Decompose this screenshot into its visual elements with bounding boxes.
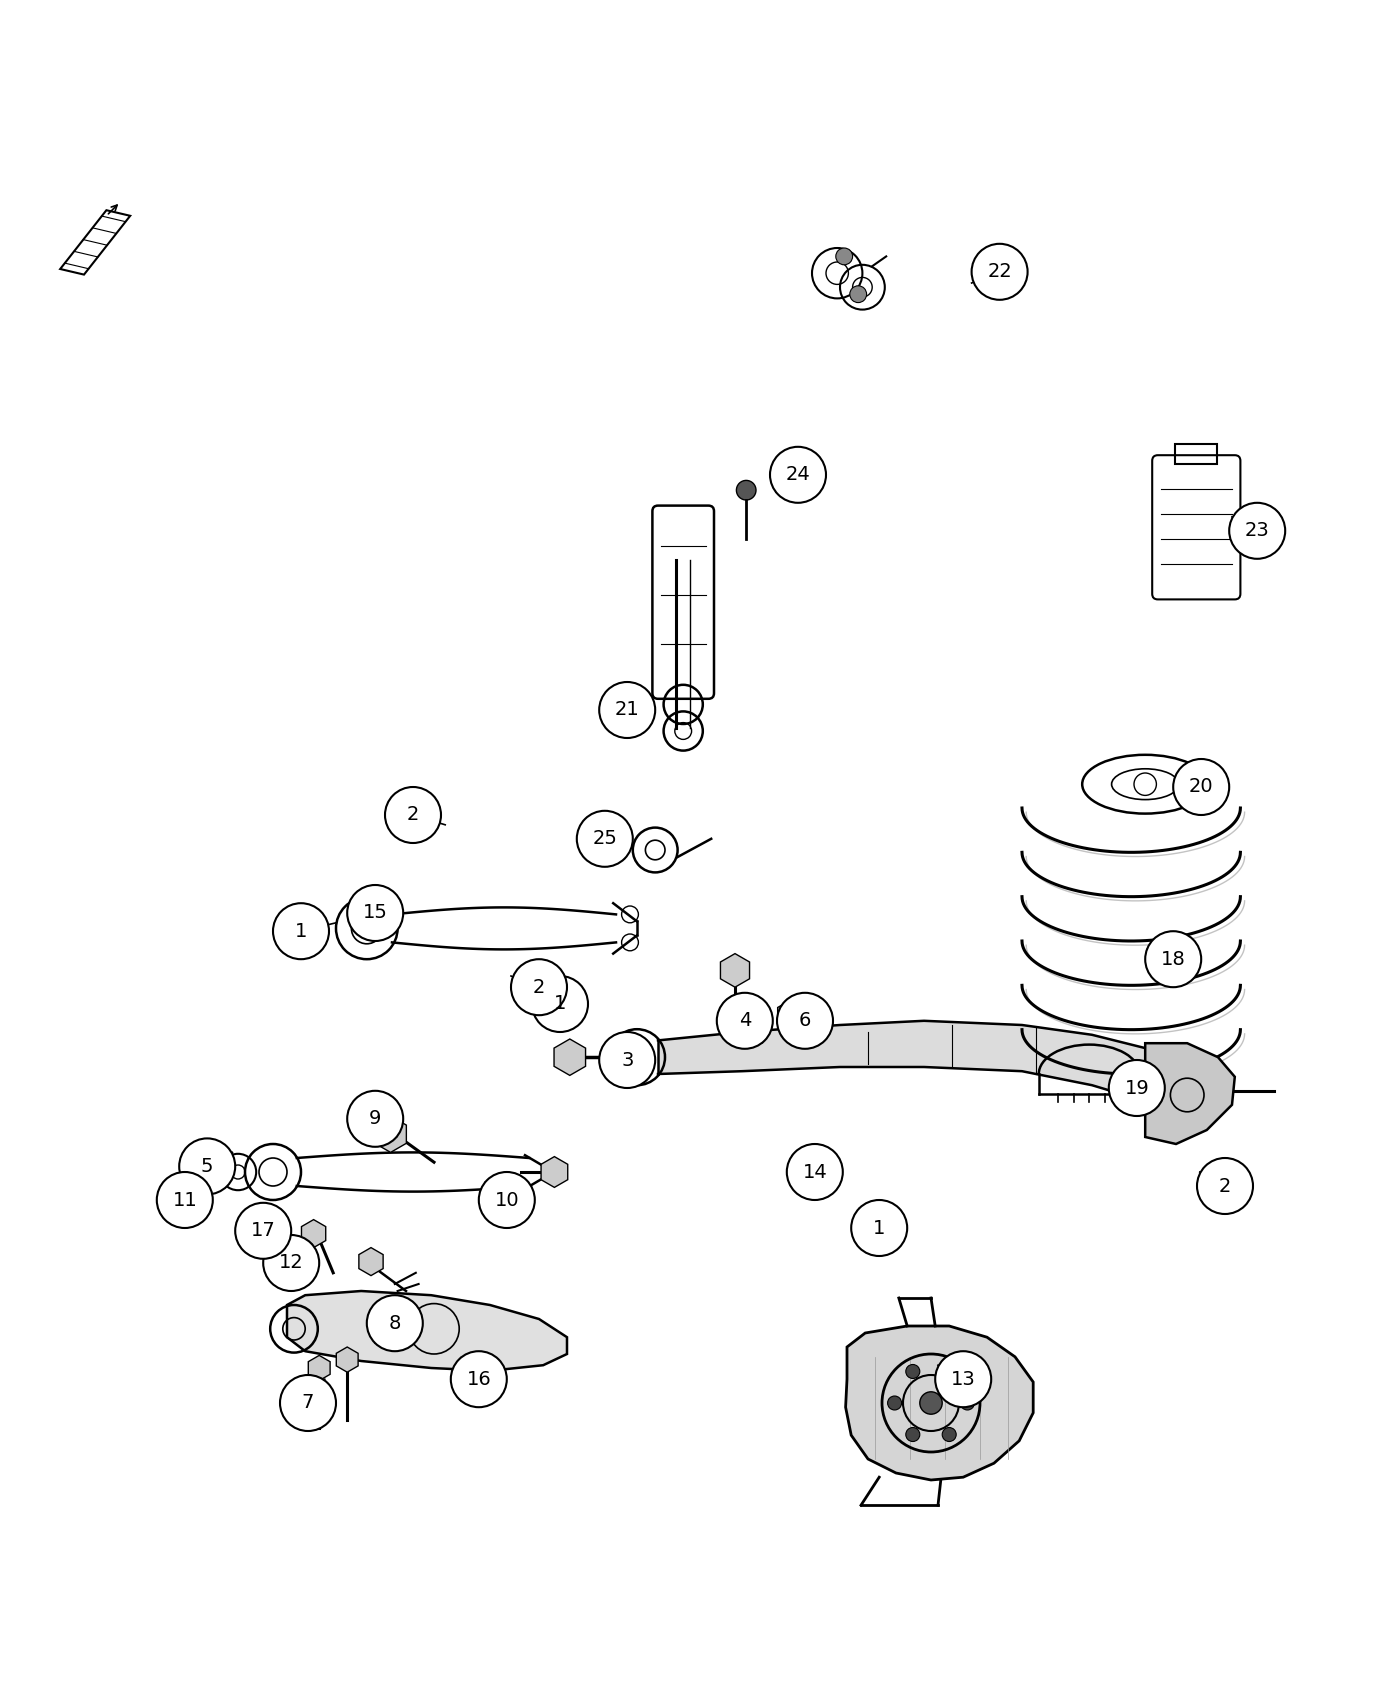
Circle shape [532, 976, 588, 1032]
Circle shape [1145, 932, 1201, 988]
Text: 19: 19 [1124, 1078, 1149, 1098]
Circle shape [347, 886, 403, 942]
Circle shape [273, 903, 329, 959]
Circle shape [906, 1365, 920, 1379]
Text: 25: 25 [592, 830, 617, 848]
Text: 1: 1 [554, 994, 566, 1013]
Text: 24: 24 [785, 466, 811, 484]
Circle shape [179, 1139, 235, 1195]
Circle shape [777, 993, 833, 1049]
Circle shape [960, 1396, 974, 1409]
Circle shape [850, 286, 867, 303]
Text: 18: 18 [1161, 950, 1186, 969]
Circle shape [157, 1171, 213, 1227]
Text: 20: 20 [1189, 777, 1214, 797]
Text: 1: 1 [295, 921, 307, 940]
Circle shape [1197, 1158, 1253, 1214]
Circle shape [511, 959, 567, 1015]
Text: 12: 12 [279, 1253, 304, 1273]
Text: 17: 17 [251, 1221, 276, 1241]
Circle shape [920, 1392, 942, 1414]
Circle shape [263, 1234, 319, 1290]
Polygon shape [658, 1020, 1148, 1102]
Circle shape [1173, 758, 1229, 814]
Circle shape [1229, 503, 1285, 559]
Text: 14: 14 [802, 1163, 827, 1182]
Circle shape [736, 481, 756, 500]
Text: 5: 5 [202, 1158, 213, 1176]
Polygon shape [287, 1290, 567, 1370]
Circle shape [347, 1091, 403, 1148]
Circle shape [906, 1428, 920, 1442]
Circle shape [235, 1204, 291, 1258]
Circle shape [577, 811, 633, 867]
Circle shape [451, 1352, 507, 1408]
Text: 23: 23 [1245, 522, 1270, 541]
Text: 15: 15 [363, 903, 388, 923]
Text: 22: 22 [987, 262, 1012, 280]
Circle shape [836, 248, 853, 265]
Circle shape [280, 1375, 336, 1431]
Polygon shape [846, 1326, 1033, 1481]
Text: 2: 2 [407, 806, 419, 824]
Text: 21: 21 [615, 700, 640, 719]
Text: 11: 11 [172, 1190, 197, 1209]
Circle shape [367, 1295, 423, 1352]
Circle shape [935, 1352, 991, 1408]
Circle shape [787, 1144, 843, 1200]
Text: 2: 2 [533, 977, 545, 996]
Text: 6: 6 [799, 1012, 811, 1030]
Text: 2: 2 [1219, 1176, 1231, 1195]
Circle shape [770, 447, 826, 503]
Circle shape [942, 1428, 956, 1442]
Text: 1: 1 [874, 1219, 885, 1238]
Text: 13: 13 [951, 1370, 976, 1389]
Circle shape [599, 1032, 655, 1088]
Text: 4: 4 [739, 1012, 750, 1030]
Bar [1175, 444, 1217, 464]
Text: 7: 7 [302, 1394, 314, 1413]
Circle shape [851, 1200, 907, 1256]
Text: 3: 3 [622, 1051, 633, 1069]
Text: 8: 8 [389, 1314, 400, 1333]
Circle shape [599, 682, 655, 738]
Circle shape [479, 1171, 535, 1227]
Polygon shape [1145, 1044, 1235, 1144]
Circle shape [942, 1365, 956, 1379]
Circle shape [972, 243, 1028, 299]
Circle shape [385, 787, 441, 843]
Text: 9: 9 [370, 1110, 381, 1129]
Circle shape [1109, 1061, 1165, 1115]
Text: 16: 16 [466, 1370, 491, 1389]
Circle shape [717, 993, 773, 1049]
Circle shape [888, 1396, 902, 1409]
Text: 10: 10 [494, 1190, 519, 1209]
